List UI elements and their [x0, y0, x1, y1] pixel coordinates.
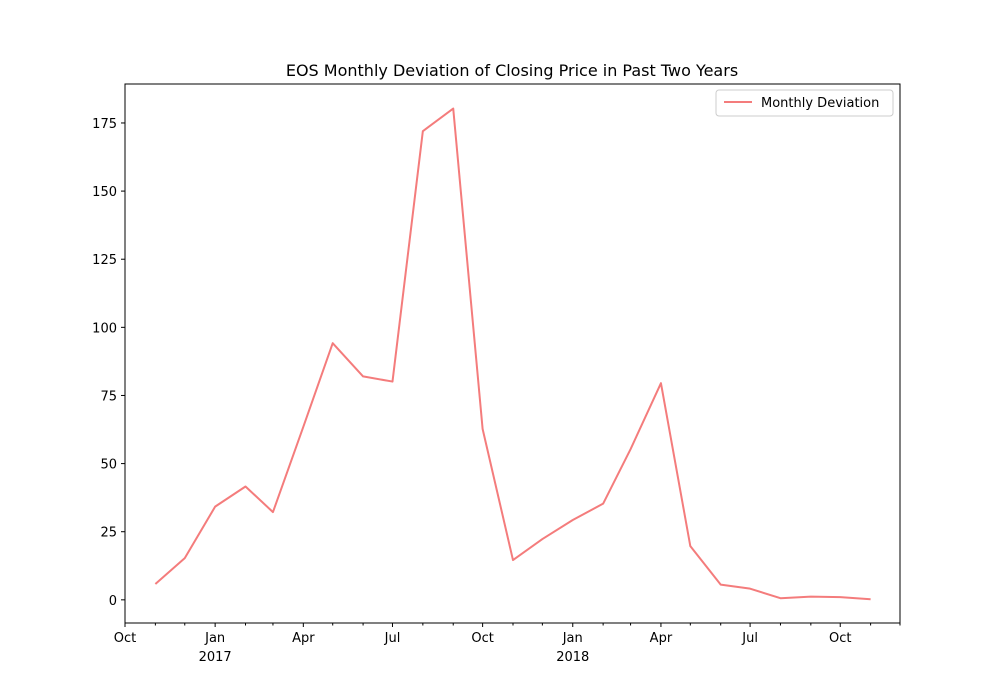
x-tick-label: Jul [741, 631, 758, 646]
y-tick-label: 25 [100, 526, 117, 541]
y-tick-label: 0 [109, 594, 117, 609]
y-tick-label: 175 [92, 117, 117, 132]
y-tick-label: 50 [100, 458, 117, 473]
legend-box [715, 89, 894, 117]
y-tick-label: 150 [92, 185, 117, 200]
plot-area [124, 83, 901, 624]
x-tick-label: Oct [829, 631, 851, 646]
y-tick-label: 100 [92, 321, 117, 336]
x-tick-label: Oct [114, 631, 136, 646]
x-tick-label: Jan [204, 631, 225, 646]
legend: Monthly Deviation [715, 89, 894, 117]
x-tick-label: Oct [471, 631, 493, 646]
x-axis: Oct Jan 2017 Apr Jul Oct Jan 2018 Apr Jul Oct [114, 623, 901, 665]
chart-title: EOS Monthly Deviation of Closing Price i… [286, 61, 738, 80]
series-line [154, 107, 871, 601]
y-axis: 0 25 50 75 100 125 150 175 [92, 117, 125, 609]
x-tick-label: Jan [562, 631, 583, 646]
legend-label: Monthly Deviation [761, 96, 879, 111]
x-tick-year-label: 2018 [556, 650, 589, 665]
x-tick-label: Apr [650, 631, 673, 646]
x-tick-label: Jul [384, 631, 401, 646]
x-tick-label: Apr [292, 631, 315, 646]
y-tick-label: 125 [92, 253, 117, 268]
y-tick-label: 75 [100, 389, 117, 404]
x-tick-year-label: 2017 [199, 650, 232, 665]
series-layer [154, 107, 871, 601]
